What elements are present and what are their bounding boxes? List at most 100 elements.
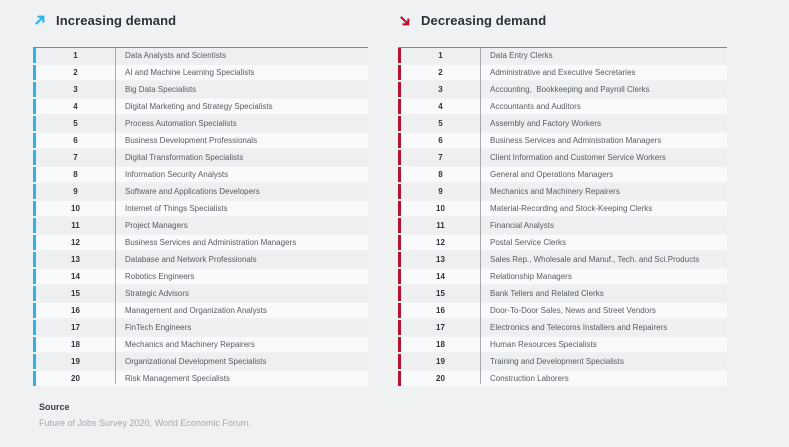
- table-row: 14 Robotics Engineers: [33, 269, 368, 284]
- row-accent-bar: [398, 303, 401, 318]
- increasing-demand-header: Increasing demand: [33, 10, 368, 30]
- row-rank: 4: [73, 102, 78, 111]
- row-rank: 14: [71, 272, 80, 281]
- row-label: AI and Machine Learning Specialists: [125, 68, 255, 77]
- row-rank: 18: [436, 340, 445, 349]
- column-divider: [115, 48, 116, 384]
- row-accent-bar: [398, 48, 401, 63]
- row-label: Process Automation Specialists: [125, 119, 237, 128]
- row-rank: 20: [436, 374, 445, 383]
- row-label: Financial Analysts: [490, 221, 555, 230]
- row-label: Data Analysts and Scientists: [125, 51, 226, 60]
- row-rank: 11: [71, 221, 80, 230]
- row-label: Accounting, Bookkeeping and Payroll Cler…: [490, 85, 650, 94]
- row-label: Organizational Development Specialists: [125, 357, 267, 366]
- table-row: 7 Digital Transformation Specialists: [33, 150, 368, 165]
- arrow-down-right-icon: [398, 14, 411, 27]
- row-accent-bar: [398, 167, 401, 182]
- table-row: 20 Risk Management Specialists: [33, 371, 368, 386]
- table-row: 18 Human Resources Specialists: [398, 337, 727, 352]
- row-label: Material-Recording and Stock-Keeping Cle…: [490, 204, 653, 213]
- table-row: 19 Training and Development Specialists: [398, 354, 727, 369]
- table-row: 19 Organizational Development Specialist…: [33, 354, 368, 369]
- row-label: Business Development Professionals: [125, 136, 258, 145]
- arrow-up-right-icon: [33, 14, 46, 27]
- table-row: 17 FinTech Engineers: [33, 320, 368, 335]
- row-rank: 17: [71, 323, 80, 332]
- row-label: Database and Network Professionals: [125, 255, 257, 264]
- table-row: 1 Data Analysts and Scientists: [33, 48, 368, 63]
- row-rank: 8: [73, 170, 78, 179]
- row-rank: 12: [71, 238, 80, 247]
- table-row: 9 Mechanics and Machinery Repairers: [398, 184, 727, 199]
- row-accent-bar: [398, 354, 401, 369]
- row-label: Information Security Analysts: [125, 170, 229, 179]
- row-label: Risk Management Specialists: [125, 374, 230, 383]
- row-accent-bar: [398, 201, 401, 216]
- table-row: 12 Business Services and Administration …: [33, 235, 368, 250]
- row-accent-bar: [398, 116, 401, 131]
- row-accent-bar: [33, 82, 36, 97]
- row-accent-bar: [398, 99, 401, 114]
- row-label: Big Data Specialists: [125, 85, 197, 94]
- row-rank: 5: [73, 119, 78, 128]
- table-row: 6 Business Services and Administration M…: [398, 133, 727, 148]
- row-rank: 18: [71, 340, 80, 349]
- table-row: 13 Sales Rep., Wholesale and Manuf., Tec…: [398, 252, 727, 267]
- row-rank: 11: [436, 221, 445, 230]
- table-row: 6 Business Development Professionals: [33, 133, 368, 148]
- panel-increasing-demand: Increasing demand 1 Data Analysts and Sc…: [33, 10, 368, 388]
- row-rank: 10: [436, 204, 445, 213]
- row-accent-bar: [398, 320, 401, 335]
- row-rank: 2: [73, 68, 78, 77]
- row-accent-bar: [33, 337, 36, 352]
- row-accent-bar: [33, 252, 36, 267]
- row-label: Business Services and Administration Man…: [490, 136, 662, 145]
- row-label: Client Information and Customer Service …: [490, 153, 666, 162]
- row-label: Management and Organization Analysts: [125, 306, 267, 315]
- table-row: 10 Material-Recording and Stock-Keeping …: [398, 201, 727, 216]
- panel-title: Decreasing demand: [421, 12, 547, 28]
- row-accent-bar: [398, 65, 401, 80]
- table-row: 2 AI and Machine Learning Specialists: [33, 65, 368, 80]
- row-accent-bar: [398, 150, 401, 165]
- row-rank: 9: [73, 187, 78, 196]
- row-rank: 3: [73, 85, 78, 94]
- table-row: 12 Postal Service Clerks: [398, 235, 727, 250]
- table-row: 5 Process Automation Specialists: [33, 116, 368, 131]
- row-accent-bar: [398, 269, 401, 284]
- panel-title: Increasing demand: [56, 12, 177, 28]
- row-accent-bar: [33, 201, 36, 216]
- row-accent-bar: [398, 337, 401, 352]
- row-label: Human Resources Specialists: [490, 340, 597, 349]
- row-rank: 14: [436, 272, 445, 281]
- panel-decreasing-demand: Decreasing demand 1 Data Entry Clerks 2 …: [398, 10, 727, 388]
- row-label: Mechanics and Machinery Repairers: [490, 187, 620, 196]
- table-row: 10 Internet of Things Specialists: [33, 201, 368, 216]
- row-rank: 6: [73, 136, 78, 145]
- table-row: 4 Accountants and Auditors: [398, 99, 727, 114]
- source-label: Source: [39, 402, 70, 412]
- row-label: Assembly and Factory Workers: [490, 119, 601, 128]
- row-accent-bar: [33, 99, 36, 114]
- row-rank: 15: [436, 289, 445, 298]
- row-accent-bar: [33, 150, 36, 165]
- row-accent-bar: [33, 235, 36, 250]
- row-rank: 16: [436, 306, 445, 315]
- row-label: Digital Transformation Specialists: [125, 153, 244, 162]
- row-accent-bar: [33, 269, 36, 284]
- row-rank: 13: [71, 255, 80, 264]
- row-accent-bar: [33, 116, 36, 131]
- row-label: Project Managers: [125, 221, 188, 230]
- table-row: 16 Door-To-Door Sales, News and Street V…: [398, 303, 727, 318]
- row-label: Accountants and Auditors: [490, 102, 581, 111]
- row-accent-bar: [398, 133, 401, 148]
- row-rank: 3: [438, 85, 443, 94]
- row-rank: 15: [71, 289, 80, 298]
- row-rank: 12: [436, 238, 445, 247]
- row-label: Administrative and Executive Secretaries: [490, 68, 636, 77]
- row-accent-bar: [398, 371, 401, 386]
- table-row: 4 Digital Marketing and Strategy Special…: [33, 99, 368, 114]
- row-label: Data Entry Clerks: [490, 51, 553, 60]
- row-accent-bar: [398, 82, 401, 97]
